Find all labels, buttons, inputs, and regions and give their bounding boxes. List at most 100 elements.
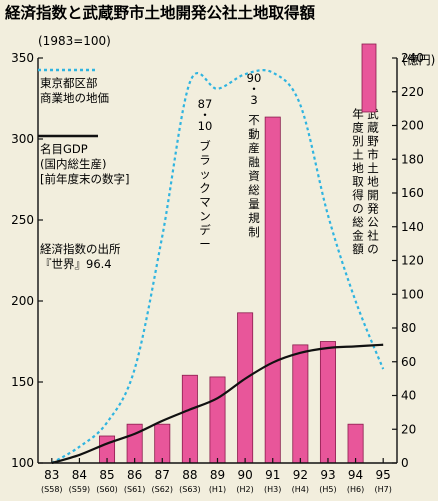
bar-label-col2-10: 額 (352, 242, 364, 256)
black-monday-date-0: 87 (198, 97, 213, 111)
black-monday-text-4: マ (199, 195, 211, 209)
x-sublabel-94: (H6) (347, 485, 364, 494)
bar-1994 (347, 423, 364, 464)
bar-label-col1-9: 社 (367, 229, 379, 243)
x-sublabel-89: (H1) (209, 485, 226, 494)
regulation-text-4: 資 (248, 169, 260, 183)
left-tick-label-300: 300 (11, 132, 34, 146)
bar-label-col2-7: の (352, 202, 364, 216)
bar-label-col1-1: 蔵 (367, 121, 379, 135)
black-monday-text-2: ッ (199, 167, 211, 181)
bar-label-col1-3: 市 (367, 148, 379, 162)
axes: 100 150 200 250 300 350 0 20 40 60 80 100 120 140 160 1… (11, 51, 424, 494)
gdp-legend-label-1: (国内総生産) (40, 157, 106, 171)
x-tick-label-89: 89 (210, 468, 225, 482)
bar-label-col1-10: の (367, 242, 379, 256)
right-tick-label-200: 200 (401, 119, 424, 133)
left-tick-label-200: 200 (11, 294, 34, 308)
bar-series (99, 116, 364, 464)
bar-1992 (292, 344, 309, 464)
x-sublabel-88: (S63) (179, 485, 201, 494)
right-tick-label-60: 60 (401, 355, 416, 369)
regulation-date-1: ・ (248, 82, 260, 96)
bar-label-col2-0: 年 (352, 107, 364, 121)
x-sublabel-91: (H3) (264, 485, 281, 494)
black-monday-text-7: ー (199, 237, 211, 251)
right-tick-label-40: 40 (401, 389, 416, 403)
bar-1986 (126, 423, 143, 464)
x-tick-label-84: 84 (72, 468, 87, 482)
regulation-text-5: 総 (248, 183, 260, 197)
black-monday-date-1: ・ (199, 108, 211, 122)
bar-1989 (209, 376, 226, 464)
bar-1988 (181, 374, 198, 464)
x-tick-label-85: 85 (99, 468, 114, 482)
left-tick-label-350: 350 (11, 51, 34, 65)
gdp-legend-label-0: 名目GDP (40, 142, 88, 156)
regulation-text-1: 動 (248, 127, 260, 141)
bar-label-col2-8: 総 (352, 215, 364, 229)
x-sublabel-93: (H5) (319, 485, 336, 494)
bar-legend-swatch (361, 43, 377, 113)
x-tick-label-91: 91 (265, 468, 280, 482)
regulation-text-7: 規 (248, 211, 260, 225)
right-tick-label-140: 140 (401, 220, 424, 234)
chart-title: 経済指数と武蔵野市土地開発公社土地取得額 (5, 3, 316, 22)
bar-label-col1-7: 発 (367, 202, 379, 216)
x-sublabel-84: (S59) (69, 485, 91, 494)
bar-label-col2-5: 取 (352, 175, 364, 189)
bar-label-col1-6: 開 (367, 188, 379, 202)
chart-subtitle: (1983=100) (38, 34, 111, 48)
left-tick-label-100: 100 (11, 456, 34, 470)
left-tick-label-250: 250 (11, 213, 34, 227)
land-price-line (51, 69, 385, 464)
x-sublabel-86: (S61) (124, 485, 146, 494)
bar-label-col2-4: 地 (352, 161, 364, 175)
land-price-legend-label-0: 東京都区部 (40, 76, 98, 90)
black-monday-text-0: ブ (199, 139, 211, 153)
bar-label-col2-1: 度 (352, 121, 364, 135)
bar-label-col1-2: 野 (367, 134, 379, 148)
right-tick-label-180: 180 (401, 152, 424, 166)
x-tick-label-90: 90 (237, 468, 252, 482)
annotations: 87・10ブラックマンデー90・3不動産融資総量規制武蔵野市土地開発公社の年度別… (198, 71, 380, 256)
right-tick-label-0: 0 (401, 456, 409, 470)
gdp-line (51, 343, 384, 465)
x-tick-label-94: 94 (348, 468, 363, 482)
land-price-legend-label-1: 商業地の地価 (40, 91, 109, 105)
x-sublabel-85: (S60) (96, 485, 118, 494)
right-tick-label-120: 120 (401, 254, 424, 268)
right-tick-label-220: 220 (401, 85, 424, 99)
black-monday-text-1: ラ (199, 153, 211, 167)
regulation-text-8: 制 (248, 225, 260, 239)
x-tick-label-83: 83 (44, 468, 59, 482)
x-sublabel-92: (H4) (292, 485, 309, 494)
x-tick-label-95: 95 (376, 468, 391, 482)
x-tick-label-88: 88 (182, 468, 197, 482)
black-monday-text-6: デ (199, 223, 211, 237)
x-sublabel-90: (H2) (236, 485, 253, 494)
bar-label-col2-6: 得 (352, 188, 364, 202)
bar-1993 (319, 341, 336, 464)
bar-label-col2-3: 土 (352, 148, 364, 162)
regulation-text-6: 量 (248, 197, 260, 211)
bar-1987 (154, 423, 171, 464)
right-axis-unit: (億円) (402, 53, 435, 67)
black-monday-text-5: ン (199, 209, 211, 223)
bar-label-col1-8: 公 (367, 215, 379, 229)
source-note-1: 『世界』96.4 (40, 257, 112, 271)
x-sublabel-83: (S58) (41, 485, 63, 494)
line-series (51, 69, 385, 465)
regulation-text-3: 融 (248, 155, 260, 169)
bar-label-col2-2: 別 (352, 134, 364, 148)
regulation-date-0: 90 (247, 71, 262, 85)
bar-label-col1-4: 土 (367, 161, 379, 175)
right-tick-label-160: 160 (401, 186, 424, 200)
black-monday-date-2: 10 (198, 119, 213, 133)
regulation-text-2: 産 (248, 141, 260, 155)
black-monday-text-3: ク (199, 181, 211, 195)
right-tick-label-100: 100 (401, 287, 424, 301)
right-tick-label-20: 20 (401, 422, 416, 436)
